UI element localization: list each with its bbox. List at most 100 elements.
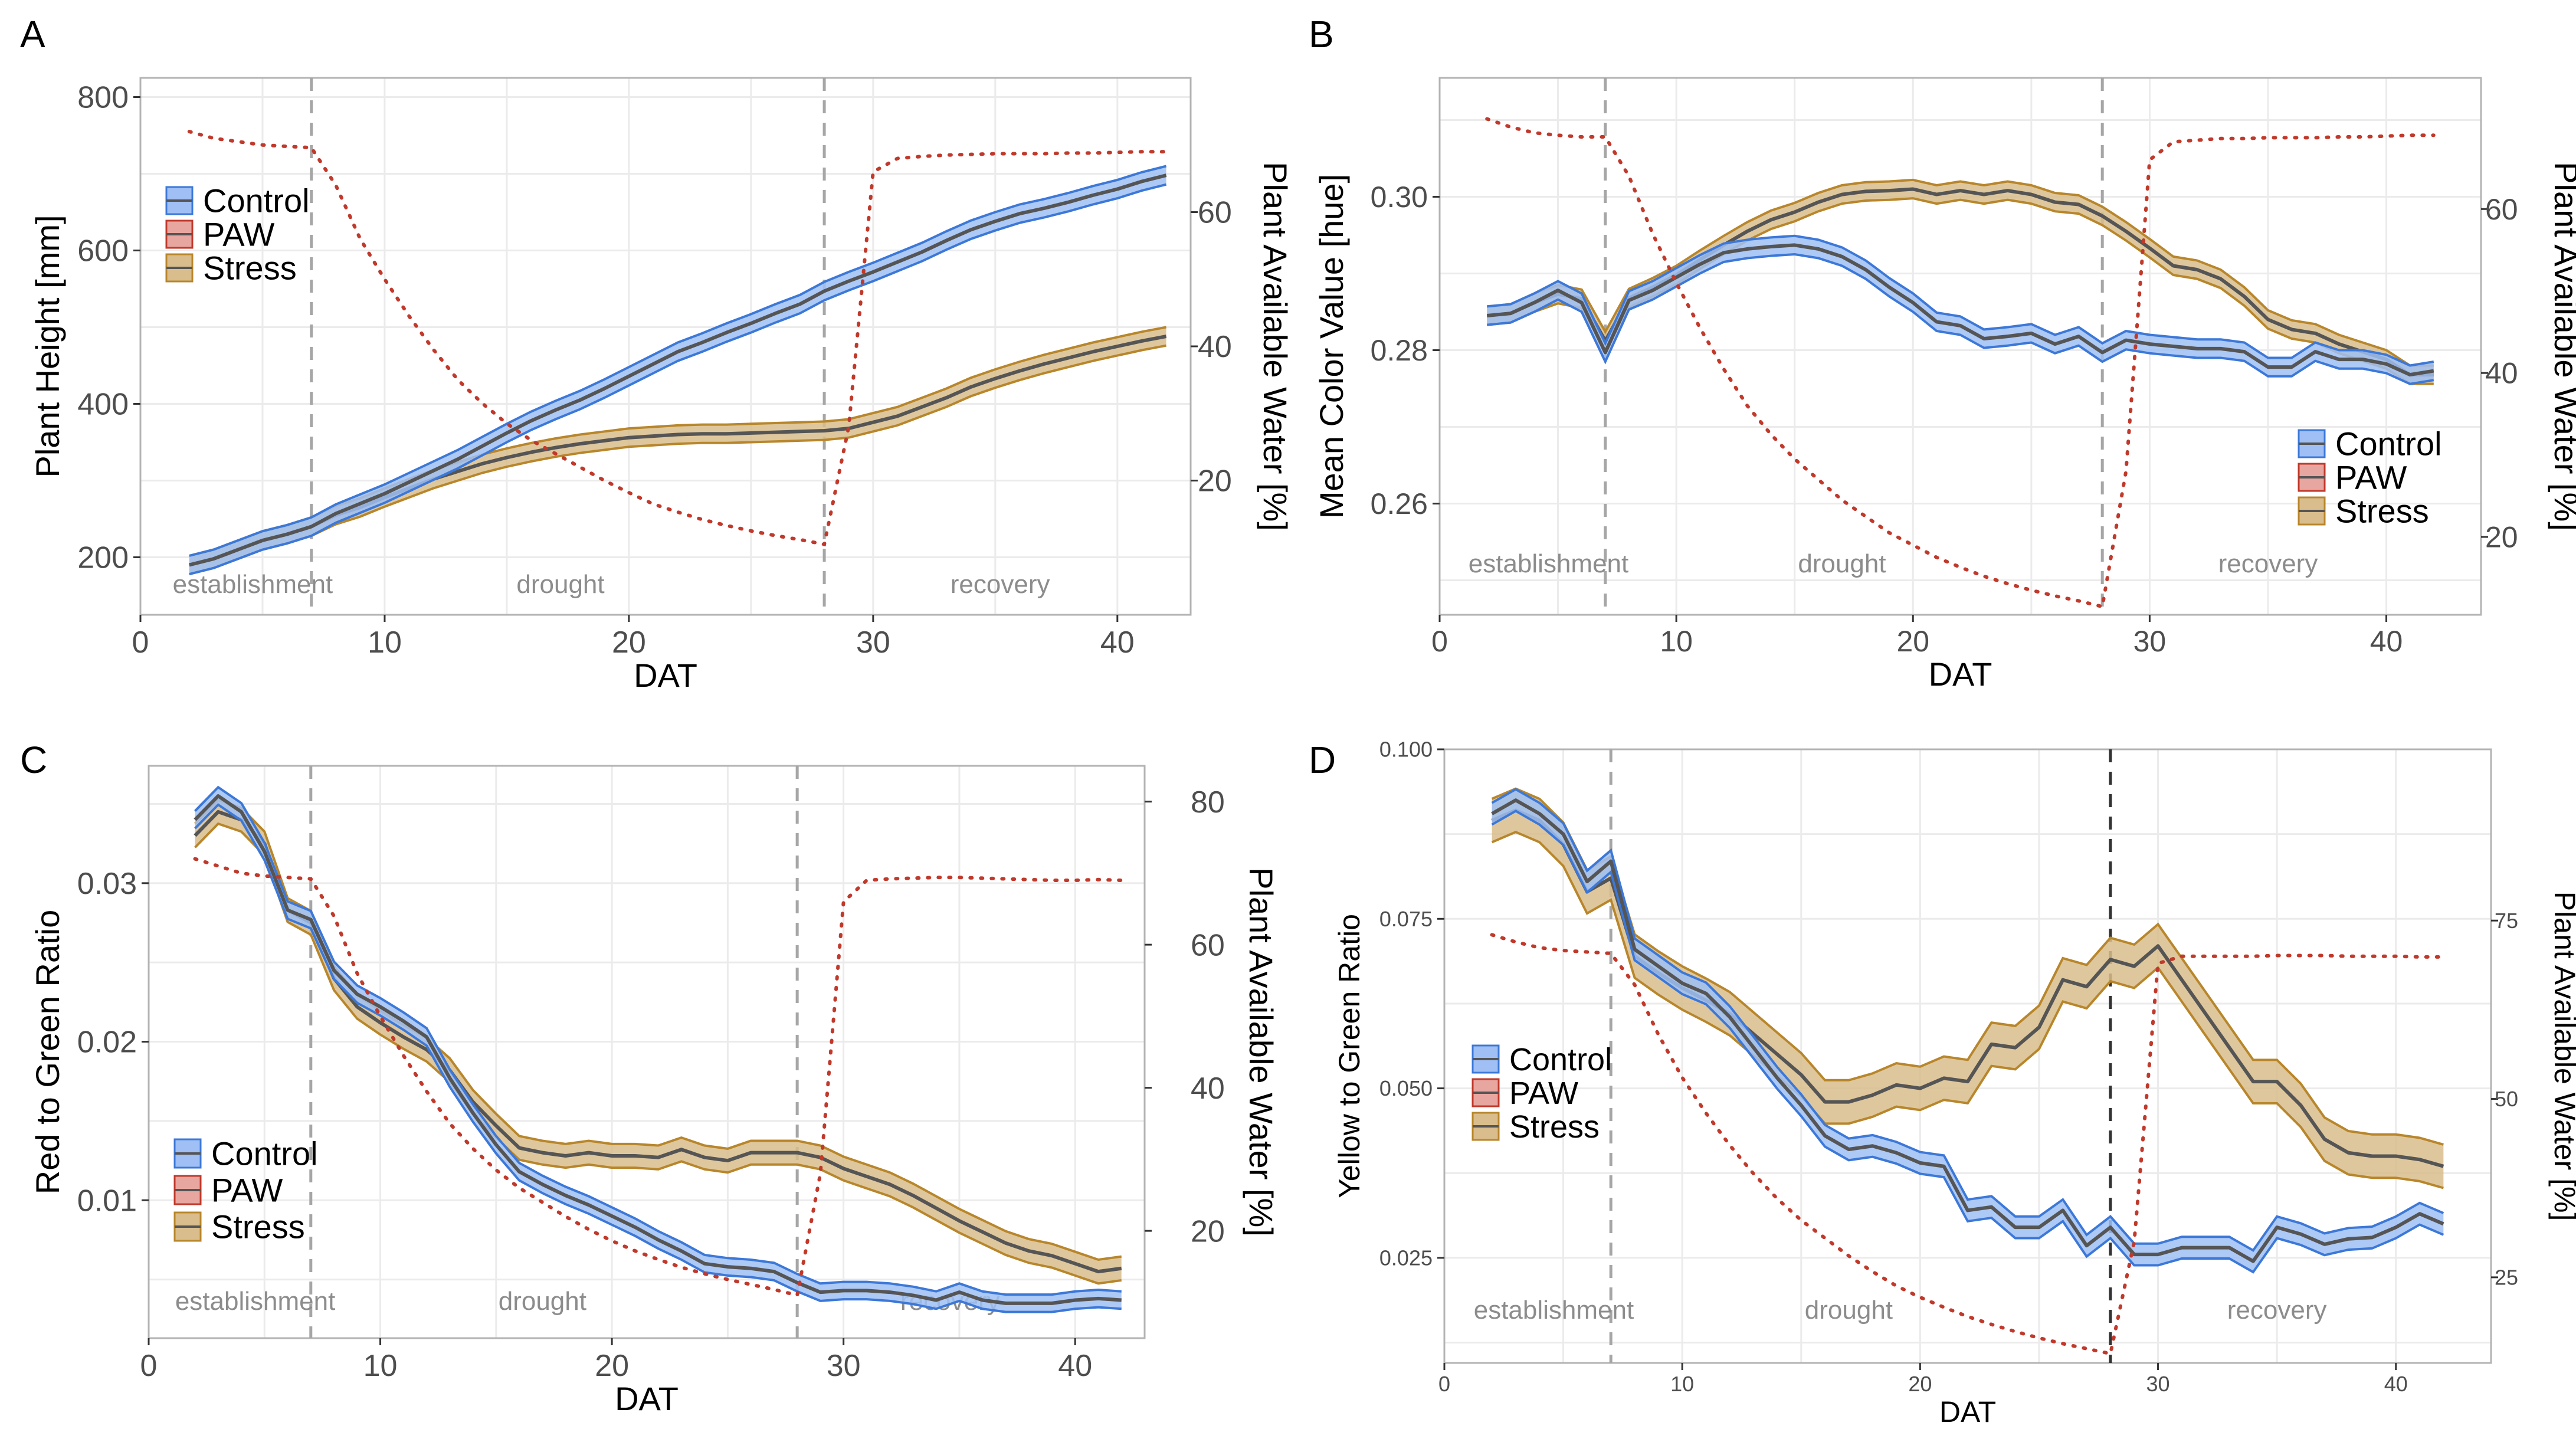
gridlines (148, 766, 1145, 1338)
ci-upper-control (1491, 788, 2444, 1252)
x-axis-title: DAT (1939, 1395, 1996, 1428)
phase-label-establishment: establishment (175, 1287, 335, 1316)
y-right-tick-label: 40 (1198, 330, 1232, 364)
legend-label-stress: Stress (211, 1208, 305, 1246)
y-tick-label: 400 (77, 388, 129, 422)
y-right-tick-label: 20 (1198, 464, 1232, 499)
y-tick-label: 800 (77, 81, 129, 115)
phase-label-establishment: establishment (1474, 1296, 1634, 1325)
panel-label: A (20, 13, 45, 55)
y-axis-title: Red to Green Ratio (29, 910, 66, 1194)
y-right-tick-label: 60 (2485, 193, 2518, 226)
y-right-tick-label: 20 (2485, 521, 2518, 554)
x-tick-label: 20 (595, 1349, 629, 1383)
ci-band-stress (189, 327, 1166, 575)
phase-label-establishment: establishment (173, 570, 333, 599)
ci-upper-control (189, 165, 1167, 557)
x-tick-label: 10 (1670, 1372, 1694, 1396)
y-right-axis-title: Plant Available Water [%] (1257, 162, 1294, 531)
plot-frame (1438, 77, 2482, 616)
paw-line (1485, 117, 2436, 609)
legend-label-control: Control (211, 1135, 318, 1172)
ci-lower-stress (194, 822, 1122, 1285)
mean-line-stress (194, 810, 1122, 1274)
y-tick-label: 0.100 (1379, 738, 1433, 762)
ci-upper-control (194, 785, 1122, 1296)
y-axis-title: Mean Color Value [hue] (1313, 174, 1350, 519)
ci-upper-stress (1487, 178, 2434, 367)
x-tick-label: 10 (368, 625, 402, 660)
y-right-axis-title: Plant Available Water [%] (1243, 867, 1280, 1237)
mean-line-control (194, 794, 1122, 1305)
y-tick-label: 0.01 (77, 1184, 137, 1218)
x-tick-label: 40 (1058, 1349, 1092, 1383)
x-axis-title: DAT (1929, 656, 1992, 693)
x-tick-label: 10 (1660, 625, 1693, 658)
y-tick-label: 0.025 (1379, 1246, 1433, 1270)
phase-label-recovery: recovery (951, 570, 1050, 599)
y-tick-label: 600 (77, 234, 129, 268)
phase-label-drought: drought (516, 570, 604, 599)
ci-upper-stress (1491, 787, 2444, 1146)
plot-frame (148, 765, 1146, 1339)
x-tick-label: 30 (827, 1349, 861, 1383)
ci-lower-stress (189, 344, 1166, 576)
ci-lower-control (189, 183, 1167, 576)
legend-label-paw: PAW (203, 216, 274, 253)
y-right-tick-label: 60 (1191, 928, 1225, 962)
y-tick-label: 0.28 (1371, 334, 1428, 367)
panel-label: C (20, 739, 47, 781)
x-tick-label: 10 (363, 1349, 398, 1383)
y-right-axis-title: Plant Available Water [%] (2548, 892, 2576, 1221)
phase-label-establishment: establishment (1469, 549, 1628, 578)
y-right-axis-title: Plant Available Water [%] (2548, 162, 2576, 531)
y-tick-label: 0.02 (77, 1025, 137, 1060)
legend-label-paw: PAW (2335, 459, 2407, 496)
x-tick-label: 20 (1896, 625, 1929, 658)
paw-line (187, 130, 1168, 547)
ci-lower-control (1487, 253, 2434, 385)
ci-lower-control (194, 803, 1122, 1313)
x-tick-label: 30 (856, 625, 890, 660)
y-right-tick-label: 60 (1198, 196, 1232, 230)
plot-frame (1443, 748, 2492, 1364)
legend-label-stress: Stress (2335, 493, 2429, 530)
x-tick-label: 20 (1908, 1372, 1932, 1396)
ci-lower-stress (1491, 831, 2444, 1189)
y-right-tick-label: 75 (2495, 909, 2518, 933)
y-tick-label: 0.03 (77, 867, 137, 901)
legend-label-stress: Stress (1509, 1109, 1600, 1145)
gridlines (139, 78, 1191, 615)
legend-label-paw: PAW (1509, 1076, 1578, 1111)
paw-line (193, 857, 1123, 1297)
x-tick-label: 30 (2146, 1372, 2170, 1396)
y-axis-title: Yellow to Green Ratio (1333, 914, 1366, 1198)
y-tick-label: 0.050 (1379, 1076, 1433, 1100)
panel-c: Cestablishmentdroughtrecovery0102030400.… (20, 739, 1280, 1417)
phase-label-drought: drought (499, 1287, 586, 1316)
x-tick-label: 0 (1438, 1372, 1450, 1396)
y-right-tick-label: 50 (2495, 1087, 2518, 1111)
x-tick-label: 0 (140, 1349, 158, 1383)
y-tick-label: 200 (77, 541, 129, 575)
x-tick-label: 40 (1100, 625, 1135, 660)
x-tick-label: 40 (2370, 625, 2403, 658)
mean-line-control (1491, 798, 2444, 1263)
legend-label-control: Control (2335, 425, 2442, 463)
legend-label-control: Control (203, 182, 310, 219)
y-tick-label: 0.075 (1379, 907, 1433, 931)
ci-upper-control (1487, 234, 2434, 367)
phase-label-recovery: recovery (2227, 1296, 2327, 1325)
legend-label-control: Control (1509, 1042, 1612, 1077)
x-tick-label: 0 (1431, 625, 1448, 658)
y-right-tick-label: 40 (2485, 357, 2518, 390)
ci-lower-control (1491, 810, 2444, 1274)
y-right-tick-label: 25 (2495, 1265, 2518, 1289)
x-tick-label: 40 (2384, 1372, 2408, 1396)
x-tick-label: 0 (132, 625, 149, 660)
